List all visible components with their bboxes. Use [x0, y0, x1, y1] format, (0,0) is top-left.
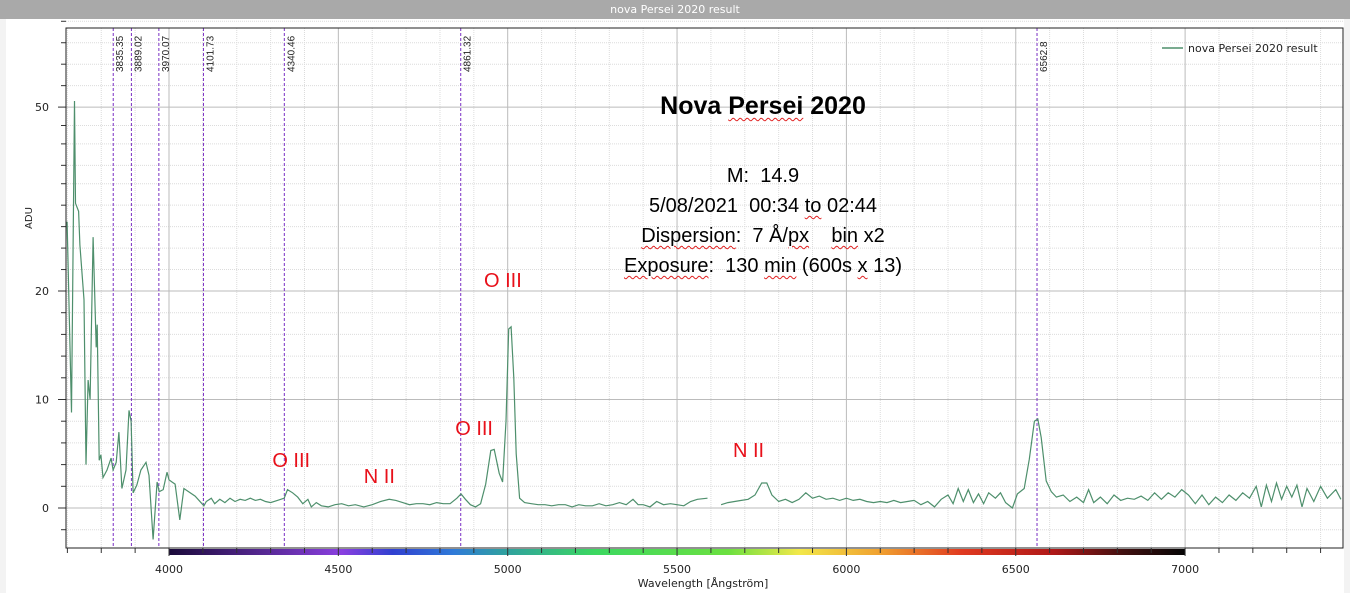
x-tick-label: 4000: [155, 563, 183, 576]
y-tick-label: 10: [35, 394, 49, 407]
spectral-line-label: 4861.32: [463, 35, 474, 72]
spectral-line-label: 3835.35: [115, 35, 126, 72]
x-tick-label: 7000: [1171, 563, 1199, 576]
spectral-line-label: 6562.8: [1039, 41, 1050, 72]
x-tick-label: 6500: [1002, 563, 1030, 576]
y-tick-label: 20: [35, 285, 49, 298]
x-tick-label: 6000: [832, 563, 860, 576]
line-annotation: N II: [363, 465, 395, 488]
plot-area: [66, 28, 1343, 548]
x-axis-label: Wavelength [Ångström]: [638, 577, 769, 590]
line-annotation: N II: [732, 439, 765, 462]
x-tick-label: 5500: [663, 563, 691, 576]
info-date: 5/08/2021 00:34 to 02:44: [649, 195, 877, 217]
y-tick-label: 0: [42, 502, 49, 515]
window-title: nova Persei 2020 result: [610, 3, 740, 16]
window-border-right: [1344, 19, 1350, 593]
y-tick-label: 50: [35, 101, 49, 114]
x-tick-label: 4500: [324, 563, 352, 576]
spectral-line-label: 4340.46: [286, 35, 297, 72]
window-border-left: [0, 19, 6, 593]
y-axis-label: ADU: [24, 207, 35, 229]
legend-entry: nova Persei 2020 result: [1188, 42, 1318, 55]
spectral-line-label: 4101.73: [205, 35, 216, 72]
plot-frame: [65, 27, 1344, 549]
info-dispersion: Dispersion: 7 Å/px bin x2: [641, 225, 885, 247]
info-exposure: Exposure: 130 min (600s x 13): [624, 255, 902, 277]
line-annotation: O III: [455, 417, 493, 440]
info-magnitude: M: 14.9: [726, 165, 800, 187]
line-annotation: O III: [272, 450, 311, 473]
x-tick-label: 5000: [494, 563, 522, 576]
spectral-line-label: 3970.07: [161, 35, 172, 72]
spectrum-series-line: [66, 100, 1342, 540]
chart-info-title: Nova Persei 2020: [660, 92, 866, 120]
window-title-bar: nova Persei 2020 result: [0, 0, 1350, 19]
line-annotation: O III: [484, 269, 522, 292]
spectral-line-label: 3889.02: [133, 35, 144, 72]
